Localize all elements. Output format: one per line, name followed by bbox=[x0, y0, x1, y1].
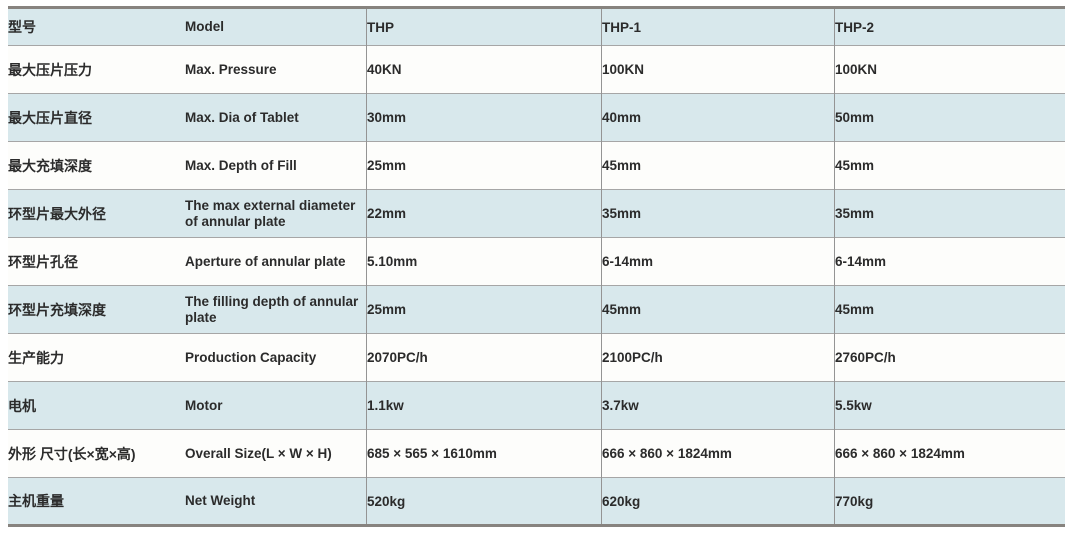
cell-value-thp: 520kg bbox=[366, 477, 602, 526]
cell-label-en: Overall Size(L × W × H) bbox=[185, 429, 367, 478]
cell-value-thp: 2070PC/h bbox=[366, 333, 602, 382]
cell-value-thp2: 5.5kw bbox=[834, 381, 1065, 430]
header-row: 型号 Model THP THP-1 THP-2 bbox=[8, 7, 1065, 46]
header-model-en: Model bbox=[185, 19, 224, 34]
cell-label-en: Aperture of annular plate bbox=[185, 237, 367, 286]
cell-value-thp1: 620kg bbox=[601, 477, 835, 526]
table-row: 环型片孔径 Aperture of annular plate 5.10mm 6-14… bbox=[8, 237, 1065, 286]
table-row: 环型片充填深度 The filling depth of annular plat… bbox=[8, 285, 1065, 334]
table-row: 最大充填深度 Max. Depth of Fill 25mm 45mm 45mm bbox=[8, 141, 1065, 190]
cell-label-zh: 环型片充填深度 bbox=[8, 285, 185, 334]
cell-value-thp: 685 × 565 × 1610mm bbox=[366, 429, 602, 478]
spec-table-head: 型号 Model THP THP-1 THP-2 bbox=[8, 7, 1065, 46]
spec-table: 型号 Model THP THP-1 THP-2 最大压片压力 Max. Pres… bbox=[8, 6, 1065, 527]
cell-label-zh: 生产能力 bbox=[8, 333, 185, 382]
cell-value-thp1: 2100PC/h bbox=[601, 333, 835, 382]
cell-value-thp: 5.10mm bbox=[366, 237, 602, 286]
cell-value-thp2: 100KN bbox=[834, 45, 1065, 94]
cell-label-en: Net Weight bbox=[185, 477, 367, 526]
cell-label-en: The max external diameter of annular pla… bbox=[185, 189, 367, 238]
cell-label-en: Max. Pressure bbox=[185, 45, 367, 94]
spec-table-body: 最大压片压力 Max. Pressure 40KN 100KN 100KN 最大压片直径 M… bbox=[8, 45, 1065, 526]
cell-value-thp1: 40mm bbox=[601, 93, 835, 142]
cell-value-thp2: 666 × 860 × 1824mm bbox=[834, 429, 1065, 478]
table-row: 环型片最大外径 The max external diameter of annu… bbox=[8, 189, 1065, 238]
cell-value-thp: 22mm bbox=[366, 189, 602, 238]
header-col-thp2: THP-2 bbox=[834, 7, 1065, 46]
table-row: 最大压片压力 Max. Pressure 40KN 100KN 100KN bbox=[8, 45, 1065, 94]
table-row: 外形 尺寸(长×宽×高) Overall Size(L × W × H) 685 ×… bbox=[8, 429, 1065, 478]
cell-value-thp1: 6-14mm bbox=[601, 237, 835, 286]
cell-value-thp2: 2760PC/h bbox=[834, 333, 1065, 382]
header-col-thp1: THP-1 bbox=[601, 7, 835, 46]
cell-value-thp1: 666 × 860 × 1824mm bbox=[601, 429, 835, 478]
spec-sheet: 型号 Model THP THP-1 THP-2 最大压片压力 Max. Pres… bbox=[8, 6, 1065, 527]
cell-label-zh: 最大压片压力 bbox=[8, 45, 185, 94]
cell-label-en: Motor bbox=[185, 381, 367, 430]
cell-label-en: Max. Dia of Tablet bbox=[185, 93, 367, 142]
cell-value-thp: 25mm bbox=[366, 141, 602, 190]
cell-value-thp1: 3.7kw bbox=[601, 381, 835, 430]
header-model-zh: 型号 bbox=[8, 19, 36, 35]
table-row: 生产能力 Production Capacity 2070PC/h 2100PC/h 2… bbox=[8, 333, 1065, 382]
header-col-thp: THP bbox=[366, 7, 602, 46]
cell-value-thp2: 50mm bbox=[834, 93, 1065, 142]
cell-value-thp1: 45mm bbox=[601, 285, 835, 334]
cell-value-thp: 40KN bbox=[366, 45, 602, 94]
table-row: 电机 Motor 1.1kw 3.7kw 5.5kw bbox=[8, 381, 1065, 430]
cell-label-zh: 环型片最大外径 bbox=[8, 189, 185, 238]
cell-label-zh: 最大压片直径 bbox=[8, 93, 185, 142]
cell-value-thp2: 35mm bbox=[834, 189, 1065, 238]
cell-label-zh: 最大充填深度 bbox=[8, 141, 185, 190]
table-row: 最大压片直径 Max. Dia of Tablet 30mm 40mm 50mm bbox=[8, 93, 1065, 142]
cell-value-thp1: 100KN bbox=[601, 45, 835, 94]
cell-label-zh: 环型片孔径 bbox=[8, 237, 185, 286]
cell-value-thp: 25mm bbox=[366, 285, 602, 334]
cell-value-thp: 1.1kw bbox=[366, 381, 602, 430]
cell-value-thp2: 45mm bbox=[834, 141, 1065, 190]
cell-value-thp2: 770kg bbox=[834, 477, 1065, 526]
cell-value-thp: 30mm bbox=[366, 93, 602, 142]
cell-label-en: The filling depth of annular plate bbox=[185, 285, 367, 334]
cell-value-thp2: 45mm bbox=[834, 285, 1065, 334]
cell-label-zh: 主机重量 bbox=[8, 477, 185, 526]
cell-label-zh: 外形 尺寸(长×宽×高) bbox=[8, 429, 185, 478]
cell-value-thp2: 6-14mm bbox=[834, 237, 1065, 286]
cell-label-en: Production Capacity bbox=[185, 333, 367, 382]
cell-label-zh: 电机 bbox=[8, 381, 185, 430]
cell-value-thp1: 35mm bbox=[601, 189, 835, 238]
cell-value-thp1: 45mm bbox=[601, 141, 835, 190]
cell-label-en: Max. Depth of Fill bbox=[185, 141, 367, 190]
table-row: 主机重量 Net Weight 520kg 620kg 770kg bbox=[8, 477, 1065, 526]
